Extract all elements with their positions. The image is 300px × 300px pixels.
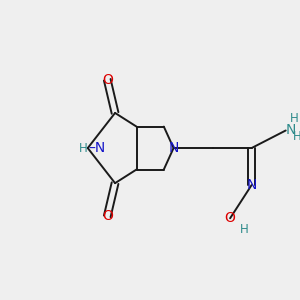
Text: O: O	[225, 211, 236, 225]
Text: H: H	[239, 224, 248, 236]
Text: H: H	[290, 112, 299, 125]
Text: N: N	[286, 124, 296, 137]
Text: –N: –N	[89, 141, 106, 155]
Text: O: O	[102, 73, 113, 87]
Text: N: N	[168, 141, 179, 155]
Text: H: H	[293, 130, 300, 143]
Text: H: H	[79, 142, 88, 154]
Text: O: O	[102, 209, 113, 223]
Text: N: N	[246, 178, 257, 192]
